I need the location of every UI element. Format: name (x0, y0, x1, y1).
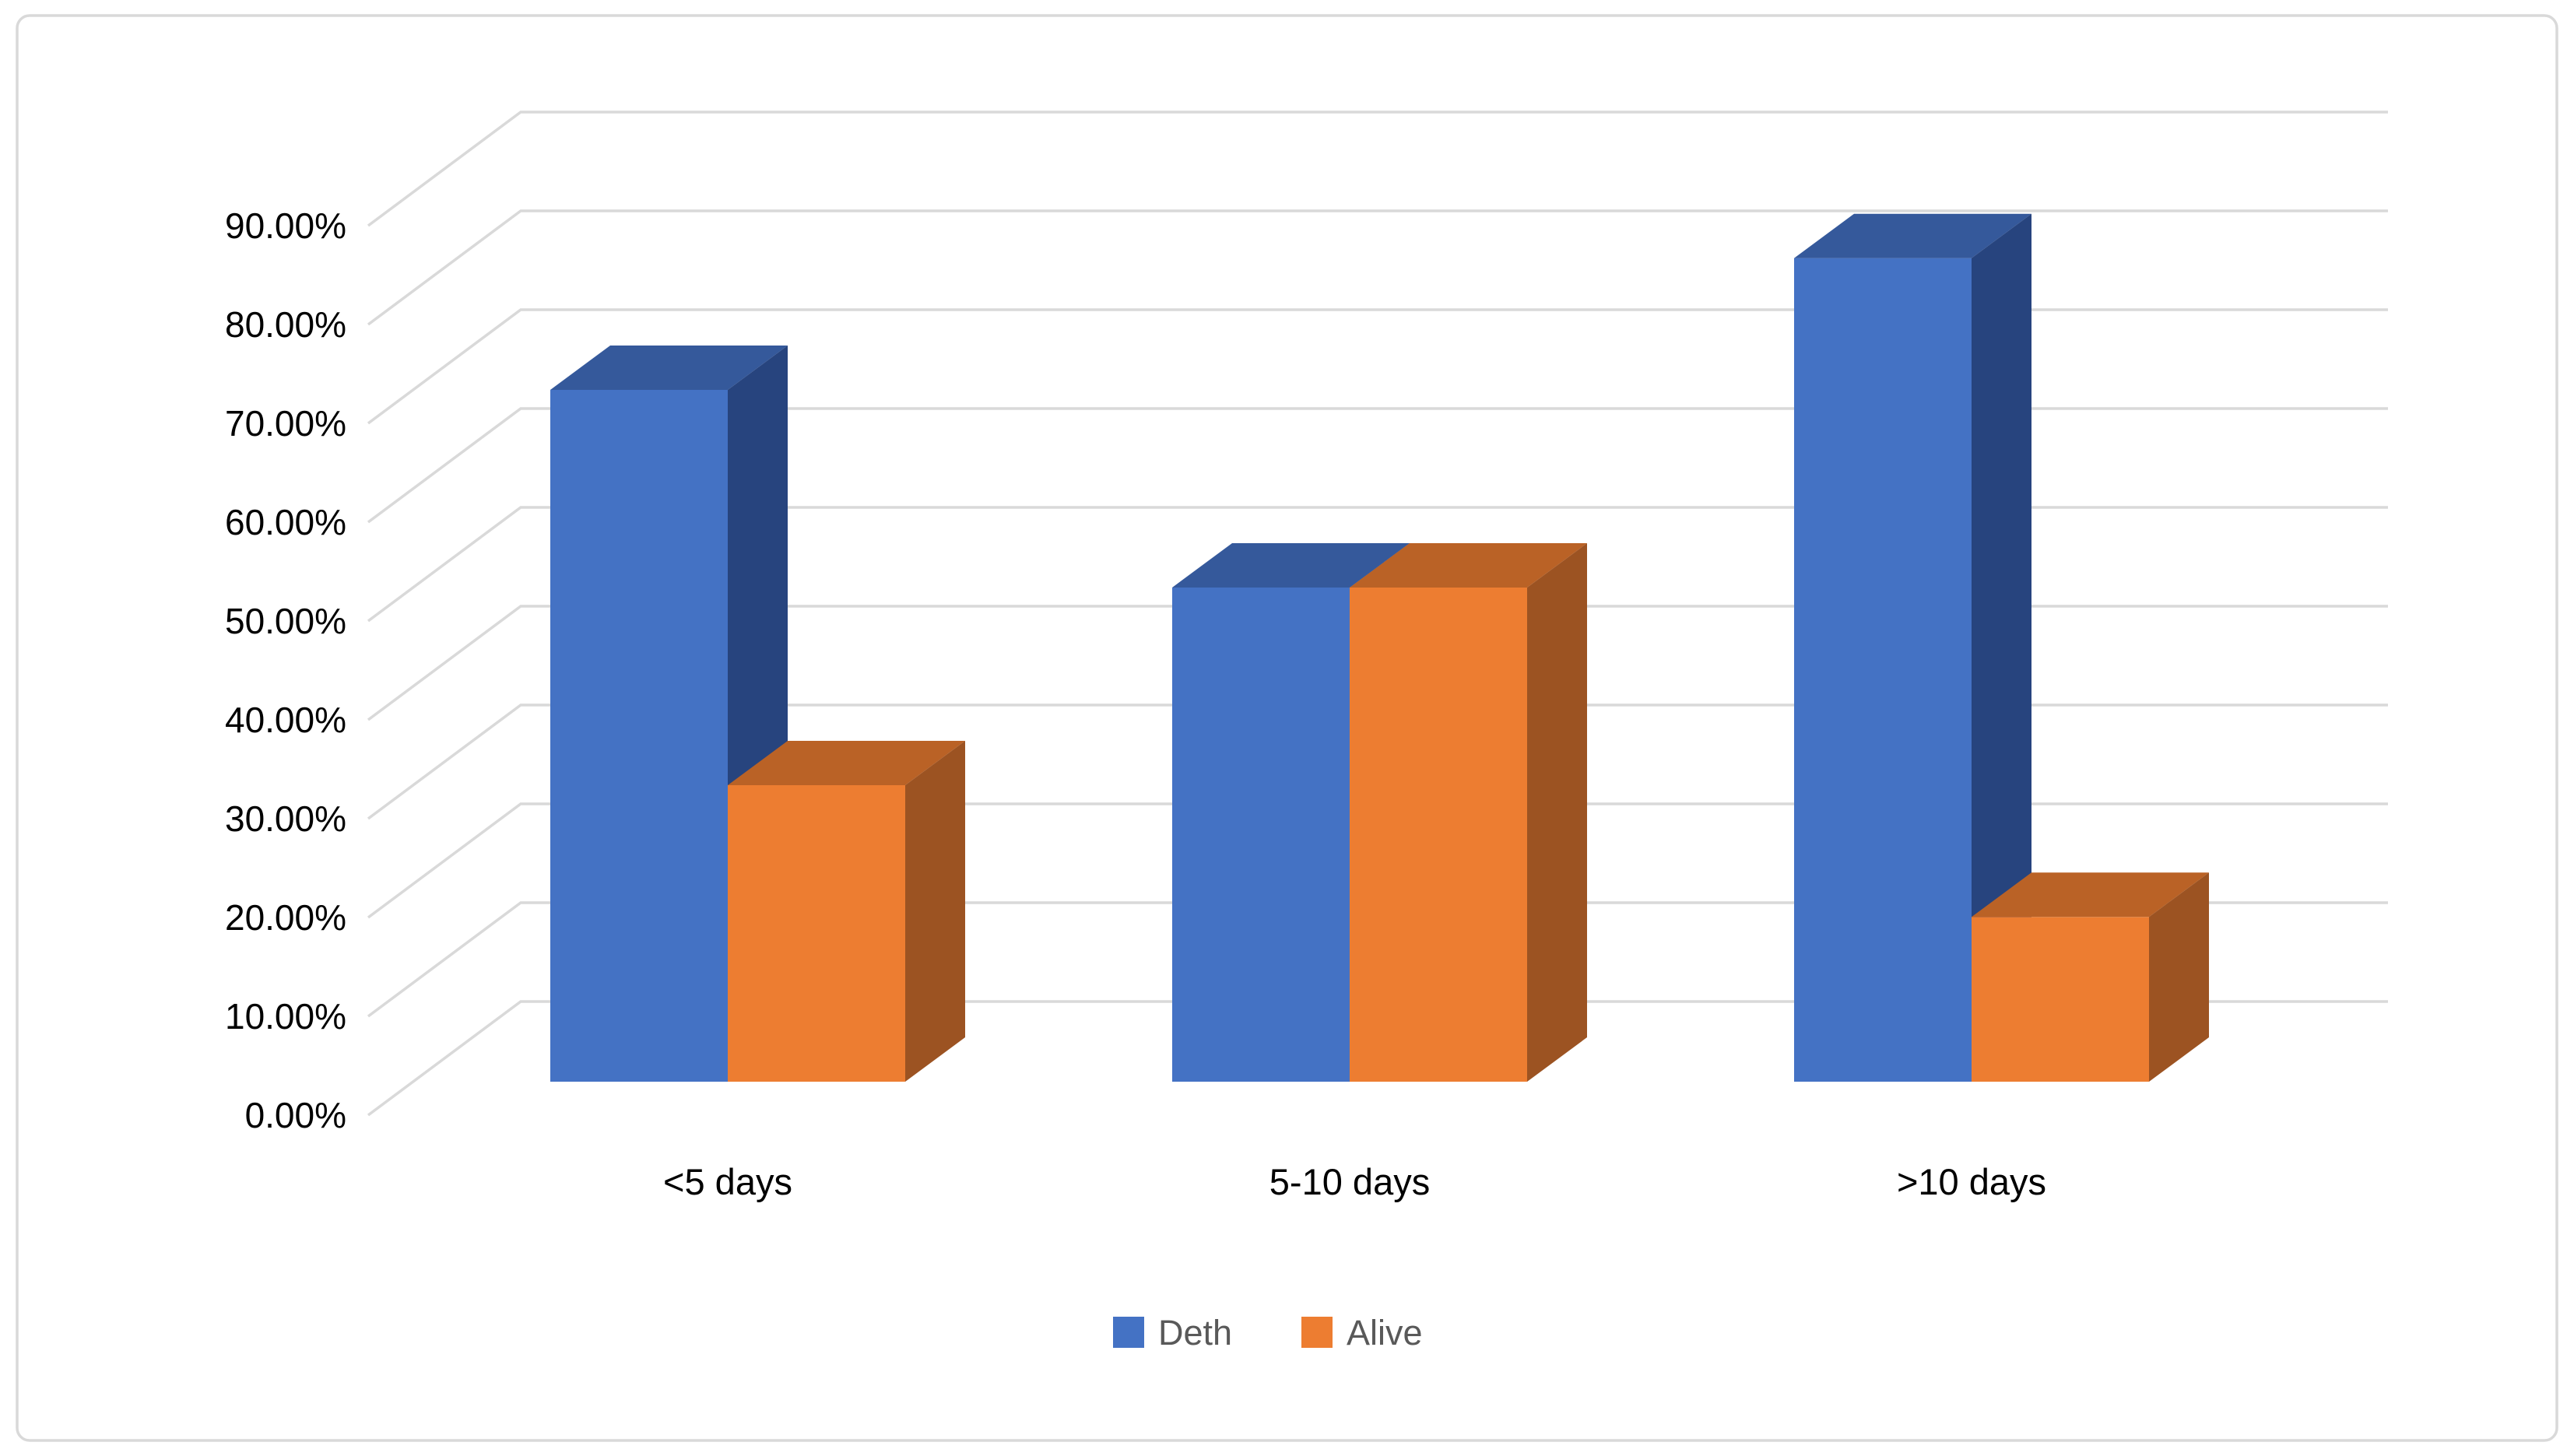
legend-label-alive: Alive (1347, 1313, 1423, 1353)
bar-face-front (1794, 258, 1972, 1082)
y-axis-tick-label-20pct: 20.00% (225, 897, 346, 938)
gridline-0pct (367, 1000, 2388, 1117)
y-axis-tick-label-60pct: 60.00% (225, 502, 346, 542)
legend-label-deth: Deth (1158, 1313, 1232, 1353)
gridline-90pct (367, 111, 2388, 227)
gridlines (367, 111, 2388, 1117)
bar-face-top (1972, 872, 2209, 917)
bar-face-top (1350, 543, 1587, 588)
gridline-40pct (367, 605, 2388, 721)
gridline-50pct (367, 506, 2388, 623)
bar-face-side (1527, 543, 1587, 1082)
gridline-80pct (367, 209, 2388, 326)
legend: Deth Alive (1113, 1313, 1423, 1353)
bar-alive-2 (1350, 543, 1587, 1082)
x-category-label-1: <5 days (663, 1161, 792, 1202)
gridline-30pct (367, 703, 2388, 820)
y-axis-tick-label-10pct: 10.00% (225, 996, 346, 1037)
bar-face-side (1972, 213, 2031, 1082)
bar-alive-1 (728, 741, 965, 1082)
gridline-20pct (367, 802, 2388, 919)
bar-face-top (1172, 543, 1410, 588)
x-category-label-2: 5-10 days (1269, 1161, 1430, 1202)
y-axis-tick-label-40pct: 40.00% (225, 700, 346, 740)
y-axis-tick-label-90pct: 90.00% (225, 205, 346, 246)
gridline-60pct (367, 407, 2388, 524)
bar-face-side (905, 741, 965, 1082)
bar-face-front (1972, 917, 2149, 1082)
gridline-70pct (367, 308, 2388, 425)
y-axis-tick-label-70pct: 70.00% (225, 403, 346, 444)
y-axis-tick-label-0pct: 0.00% (245, 1095, 346, 1135)
bar-face-top (550, 346, 788, 390)
bar-face-top (1794, 213, 2031, 258)
bar-face-top (728, 741, 965, 785)
x-category-label-3: >10 days (1897, 1161, 2046, 1202)
bar-deth-3 (1794, 213, 2031, 1082)
bar-face-front (550, 390, 728, 1082)
y-axis-tick-label-30pct: 30.00% (225, 798, 346, 839)
legend-swatch-deth (1113, 1317, 1144, 1348)
bar-face-side (2149, 872, 2209, 1082)
y-axis-tick-label-80pct: 80.00% (225, 304, 346, 345)
y-axis-tick-label-50pct: 50.00% (225, 601, 346, 641)
bar-face-front (1172, 588, 1350, 1082)
gridline-10pct (367, 901, 2388, 1018)
legend-swatch-alive (1301, 1317, 1333, 1348)
bar-alive-3 (1972, 872, 2209, 1082)
bar-face-front (728, 785, 905, 1082)
bar-face-front (1350, 588, 1527, 1082)
